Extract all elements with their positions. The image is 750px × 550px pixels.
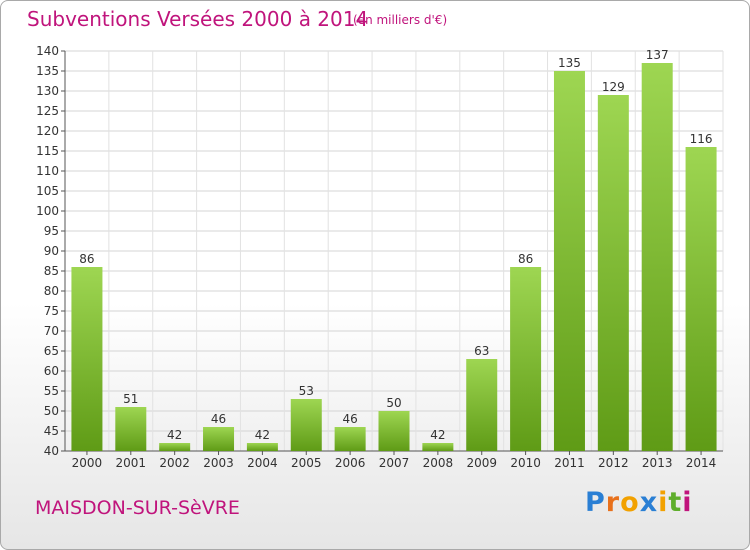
- x-tick-label: 2001: [116, 456, 147, 470]
- x-tick-label: 2013: [642, 456, 673, 470]
- logo-letter: r: [605, 487, 621, 518]
- data-label: 116: [690, 132, 713, 146]
- y-axis-ticks: 40 45 50 55 60 65 70 75 80 85 90 95 100 105 110 115 120 1…: [36, 44, 65, 458]
- data-label: 42: [167, 428, 182, 442]
- x-axis-ticks: 2000 2001 2002 2003 2004 2005 2006 2007 2008 2009…: [72, 451, 717, 470]
- y-tick-label: 115: [36, 144, 59, 158]
- y-tick-label: 135: [36, 64, 59, 78]
- bar: [378, 411, 410, 451]
- y-tick-label: 110: [36, 164, 59, 178]
- data-label: 53: [299, 384, 314, 398]
- bar: [115, 407, 147, 451]
- logo-letter: x: [639, 487, 659, 518]
- commune-name: MAISDON-SUR-SèVRE: [35, 497, 240, 519]
- bar: [422, 443, 454, 451]
- x-tick-label: 2005: [291, 456, 322, 470]
- logo-letter: i: [658, 487, 669, 518]
- bar: [641, 63, 673, 451]
- x-tick-label: 2000: [72, 456, 103, 470]
- x-tick-label: 2003: [203, 456, 234, 470]
- bar: [597, 95, 629, 451]
- y-tick-label: 55: [44, 384, 59, 398]
- data-label: 46: [211, 412, 226, 426]
- y-tick-label: 50: [44, 404, 59, 418]
- y-tick-label: 125: [36, 104, 59, 118]
- x-tick-label: 2008: [423, 456, 454, 470]
- data-label: 42: [255, 428, 270, 442]
- x-tick-label: 2010: [510, 456, 541, 470]
- y-tick-label: 75: [44, 304, 59, 318]
- data-label: 135: [558, 56, 581, 70]
- y-tick-label: 95: [44, 224, 59, 238]
- bar: [553, 71, 585, 451]
- x-tick-label: 2004: [247, 456, 278, 470]
- bars: 86 51 42 46 42 53 46 50 42 63 86 135 129 137 116: [71, 48, 717, 451]
- y-tick-label: 140: [36, 44, 59, 58]
- bar: [510, 267, 542, 451]
- logo-letter: i: [682, 487, 693, 518]
- bar: [290, 399, 322, 451]
- bar: [71, 267, 103, 451]
- logo-letter: t: [668, 487, 683, 518]
- y-tick-label: 130: [36, 84, 59, 98]
- bar: [246, 443, 278, 451]
- y-tick-label: 105: [36, 184, 59, 198]
- y-tick-label: 120: [36, 124, 59, 138]
- data-label: 137: [646, 48, 669, 62]
- x-tick-label: 2007: [379, 456, 410, 470]
- x-tick-label: 2006: [335, 456, 366, 470]
- y-tick-label: 40: [44, 444, 59, 458]
- bar: [685, 147, 717, 451]
- data-label: 50: [386, 396, 401, 410]
- chart-title: Subventions Versées 2000 à 2014: [27, 7, 369, 31]
- y-tick-label: 60: [44, 364, 59, 378]
- logo-letter: o: [620, 487, 640, 518]
- chart-unit: (en milliers d'€): [353, 13, 448, 27]
- y-tick-label: 85: [44, 264, 59, 278]
- y-tick-label: 80: [44, 284, 59, 298]
- data-label: 129: [602, 80, 625, 94]
- x-tick-label: 2012: [598, 456, 629, 470]
- x-tick-label: 2009: [466, 456, 497, 470]
- x-tick-label: 2011: [554, 456, 585, 470]
- logo-letter: P: [585, 487, 606, 518]
- data-label: 86: [518, 252, 533, 266]
- bar: [466, 359, 498, 451]
- x-tick-label: 2002: [159, 456, 190, 470]
- x-tick-label: 2014: [686, 456, 717, 470]
- bar: [159, 443, 191, 451]
- data-label: 86: [79, 252, 94, 266]
- data-label: 46: [342, 412, 357, 426]
- y-tick-label: 100: [36, 204, 59, 218]
- y-tick-label: 45: [44, 424, 59, 438]
- bar: [334, 427, 366, 451]
- proxiti-logo: Proxiti: [585, 487, 693, 518]
- y-tick-label: 70: [44, 324, 59, 338]
- data-label: 42: [430, 428, 445, 442]
- data-label: 63: [474, 344, 489, 358]
- bar: [203, 427, 235, 451]
- data-label: 51: [123, 392, 138, 406]
- y-tick-label: 65: [44, 344, 59, 358]
- y-tick-label: 90: [44, 244, 59, 258]
